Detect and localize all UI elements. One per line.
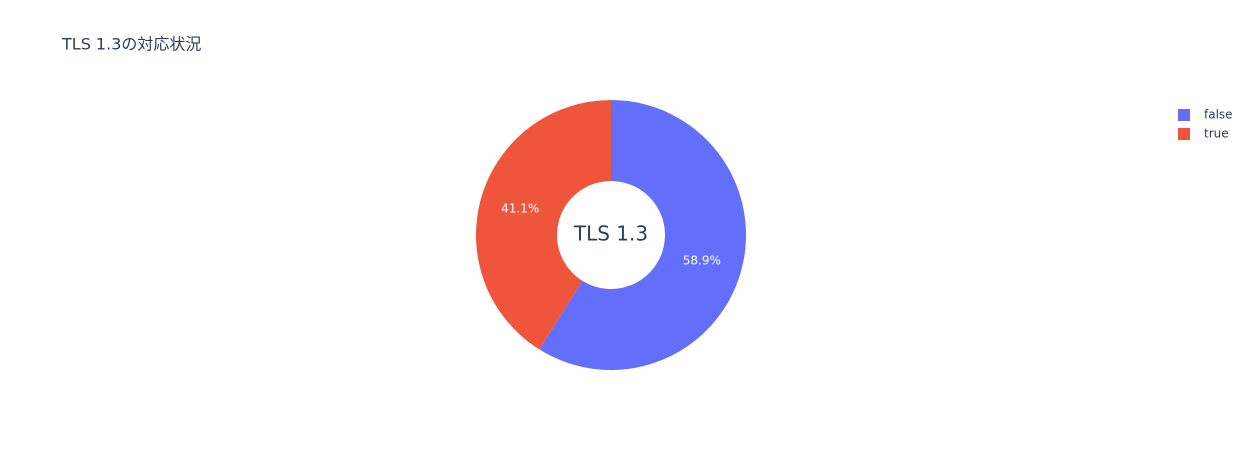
data-label: 41.1% <box>501 201 539 215</box>
legend-label[interactable]: true <box>1204 127 1229 141</box>
center-annotation: TLS 1.3 <box>573 222 648 246</box>
legend-swatch[interactable] <box>1178 128 1190 140</box>
pie-slice <box>475 100 611 350</box>
legend-swatch[interactable] <box>1178 109 1190 121</box>
data-label: 58.9% <box>683 254 721 268</box>
chart-title: TLS 1.3の対応状況 <box>61 35 201 54</box>
pie-slice <box>539 100 746 370</box>
legend-label[interactable]: false <box>1204 108 1233 122</box>
